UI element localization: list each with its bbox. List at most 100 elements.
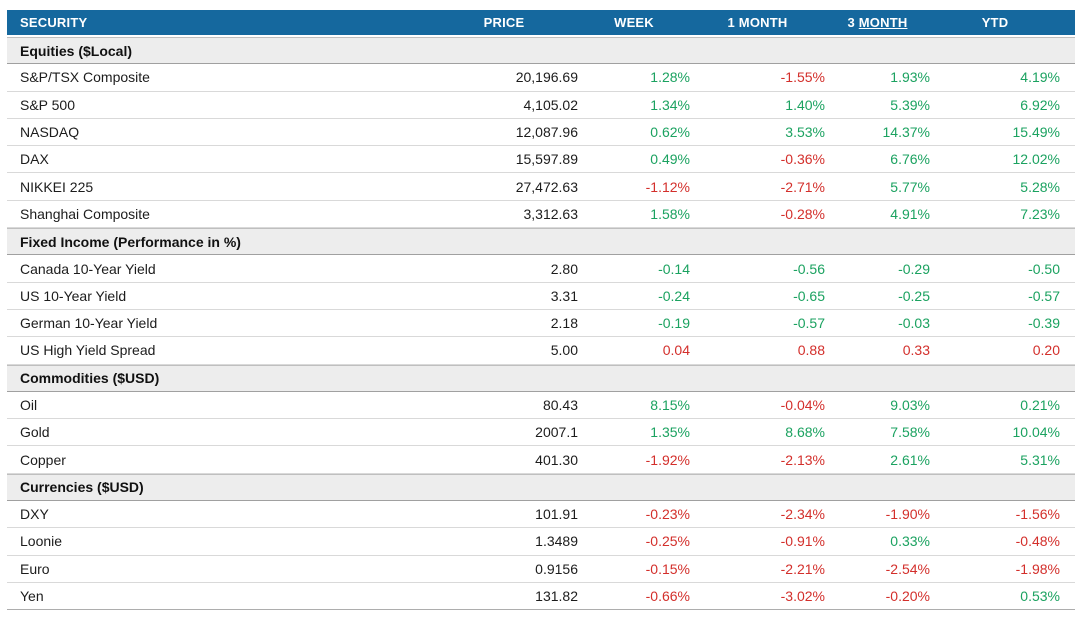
- change-value: -0.03: [898, 315, 930, 332]
- table-row: Oil 80.43 8.15% -0.04% 9.03% 0.21%: [7, 391, 1075, 420]
- price-value: 20,196.69: [515, 69, 578, 86]
- security-name: NASDAQ: [20, 124, 80, 141]
- change-value: 15.49%: [1012, 124, 1060, 141]
- table-row: Shanghai Composite 3,312.63 1.58% -0.28% 4.9…: [7, 200, 1075, 229]
- change-value: -0.48%: [1015, 533, 1060, 550]
- change-value: 4.91%: [890, 205, 930, 222]
- change-value: -1.55%: [780, 69, 825, 86]
- change-value: 0.20: [1032, 342, 1060, 359]
- change-value: -0.29: [898, 260, 930, 277]
- price-value: 3.31: [550, 287, 578, 304]
- change-value: 0.33%: [890, 533, 930, 550]
- change-value: 7.58%: [890, 424, 930, 441]
- change-value: -2.13%: [780, 451, 825, 468]
- change-value: 1.28%: [650, 69, 690, 86]
- change-value: -0.24: [658, 287, 690, 304]
- change-value: -0.04%: [780, 397, 825, 413]
- change-value: 1.58%: [650, 205, 690, 222]
- column-header-label: WEEK: [614, 15, 654, 30]
- change-value: 6.92%: [1020, 96, 1060, 113]
- column-header-label: SECURITY: [20, 15, 88, 30]
- security-name: DXY: [20, 506, 49, 523]
- column-header-3-month-prefix: 3: [847, 15, 859, 30]
- column-header-label: PRICE: [483, 15, 525, 30]
- table-section-commodities-usd: Commodities ($USD) Oil 80.43 8.15% -0.04% 9.0…: [7, 364, 1075, 474]
- change-value: 12.02%: [1012, 151, 1060, 168]
- table-row: US 10-Year Yield 3.31 -0.24 -0.65 -0.25 -0.57: [7, 282, 1075, 310]
- price-value: 401.30: [535, 451, 578, 468]
- security-name: Loonie: [20, 533, 63, 550]
- change-value: -0.19: [658, 315, 690, 332]
- column-header-3-month-link[interactable]: MONTH: [858, 15, 908, 30]
- security-name: S&P/TSX Composite: [20, 69, 150, 86]
- change-value: 1.35%: [650, 424, 690, 441]
- change-value: 0.49%: [650, 151, 690, 168]
- price-value: 3,312.63: [523, 205, 579, 222]
- table-row: Yen 131.82 -0.66% -3.02% -0.20% 0.53%: [7, 582, 1075, 611]
- section-header-row: Currencies ($USD): [7, 473, 1075, 502]
- section-title: Currencies ($USD): [20, 479, 144, 496]
- column-header-week: WEEK: [578, 15, 690, 30]
- change-value: -1.92%: [645, 451, 690, 468]
- table-row: DXY 101.91 -0.23% -2.34% -1.90% -1.56%: [7, 501, 1075, 529]
- price-value: 27,472.63: [515, 178, 578, 195]
- security-name: Copper: [20, 451, 66, 468]
- change-value: -0.15%: [645, 560, 690, 577]
- price-value: 5.00: [550, 342, 578, 359]
- change-value: 0.62%: [650, 124, 690, 141]
- table-row: DAX 15,597.89 0.49% -0.36% 6.76% 12.02%: [7, 146, 1075, 174]
- security-name: German 10-Year Yield: [20, 315, 158, 332]
- change-value: 9.03%: [890, 397, 930, 413]
- change-value: -2.21%: [780, 560, 825, 577]
- change-value: 7.23%: [1020, 205, 1060, 222]
- security-name: Shanghai Composite: [20, 205, 150, 222]
- section-header-row: Commodities ($USD): [7, 364, 1075, 392]
- price-value: 4,105.02: [523, 96, 579, 113]
- change-value: 5.31%: [1020, 451, 1060, 468]
- change-value: 6.76%: [890, 151, 930, 168]
- change-value: -0.50: [1028, 260, 1060, 277]
- change-value: -0.28%: [780, 205, 825, 222]
- security-name: Yen: [20, 588, 44, 605]
- change-value: -1.98%: [1015, 560, 1060, 577]
- change-value: -1.56%: [1015, 506, 1060, 523]
- change-value: 8.15%: [650, 397, 690, 413]
- column-header-label: YTD: [981, 15, 1009, 30]
- table-header-row: SECURITY PRICE WEEK 1 MONTH 3 MONTH YTD: [7, 10, 1075, 37]
- change-value: -0.66%: [645, 588, 690, 605]
- section-header-row: Fixed Income (Performance in %): [7, 228, 1075, 256]
- change-value: -1.90%: [885, 506, 930, 523]
- change-value: 0.21%: [1020, 397, 1060, 413]
- change-value: 5.28%: [1020, 178, 1060, 195]
- change-value: -3.02%: [780, 588, 825, 605]
- table-row: Copper 401.30 -1.92% -2.13% 2.61% 5.31%: [7, 446, 1075, 474]
- change-value: 0.88: [797, 342, 825, 359]
- change-value: -0.23%: [645, 506, 690, 523]
- table-row: German 10-Year Yield 2.18 -0.19 -0.57 -0.03 -…: [7, 309, 1075, 338]
- section-title: Equities ($Local): [20, 42, 133, 59]
- security-name: NIKKEI 225: [20, 178, 94, 195]
- security-name: US 10-Year Yield: [20, 287, 127, 304]
- change-value: 0.53%: [1020, 588, 1060, 605]
- change-value: 3.53%: [785, 124, 825, 141]
- price-value: 12,087.96: [515, 124, 578, 141]
- price-value: 101.91: [535, 506, 578, 523]
- change-value: 8.68%: [785, 424, 825, 441]
- section-title: Commodities ($USD): [20, 370, 160, 387]
- price-value: 2.18: [550, 315, 578, 332]
- change-value: -0.25: [898, 287, 930, 304]
- column-header-security: SECURITY: [7, 15, 430, 30]
- security-name: DAX: [20, 151, 49, 168]
- table-row: NASDAQ 12,087.96 0.62% 3.53% 14.37% 15.49%: [7, 118, 1075, 147]
- table-row: Euro 0.9156 -0.15% -2.21% -2.54% -1.98%: [7, 555, 1075, 583]
- change-value: 10.04%: [1012, 424, 1060, 441]
- change-value: -0.14: [658, 260, 690, 277]
- security-name: Gold: [20, 424, 50, 441]
- change-value: -0.65: [793, 287, 825, 304]
- price-value: 2007.1: [535, 424, 578, 441]
- security-name: US High Yield Spread: [20, 342, 156, 359]
- change-value: 1.34%: [650, 96, 690, 113]
- price-value: 0.9156: [535, 560, 578, 577]
- column-header-ytd: YTD: [930, 15, 1075, 30]
- table-row: US High Yield Spread 5.00 0.04 0.88 0.33 0.20: [7, 337, 1075, 365]
